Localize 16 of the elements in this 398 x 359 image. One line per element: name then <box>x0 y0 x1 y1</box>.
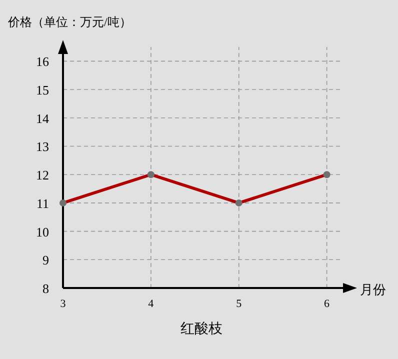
y-axis-title: 价格（单位：万元/吨） <box>7 15 132 29</box>
y-tick-label: 10 <box>36 224 49 240</box>
x-tick-label: 3 <box>60 298 66 310</box>
y-tick-label: 12 <box>36 168 49 183</box>
text: 红酸枝 <box>180 321 222 337</box>
x-tick-label: 5 <box>236 298 242 310</box>
y-tick-label: 11 <box>36 196 49 211</box>
y-tick-label: 15 <box>36 82 49 98</box>
y-tick-label: 14 <box>36 110 50 126</box>
y-tick-label: 8 <box>42 281 49 296</box>
y-tick-label: 16 <box>36 54 50 70</box>
x-tick-label: 6 <box>324 298 330 310</box>
x-axis-title: 月份 <box>360 282 386 297</box>
y-tick-label: 9 <box>42 252 49 268</box>
x-tick-label: 4 <box>148 298 154 310</box>
y-tick-label: 13 <box>36 139 49 154</box>
